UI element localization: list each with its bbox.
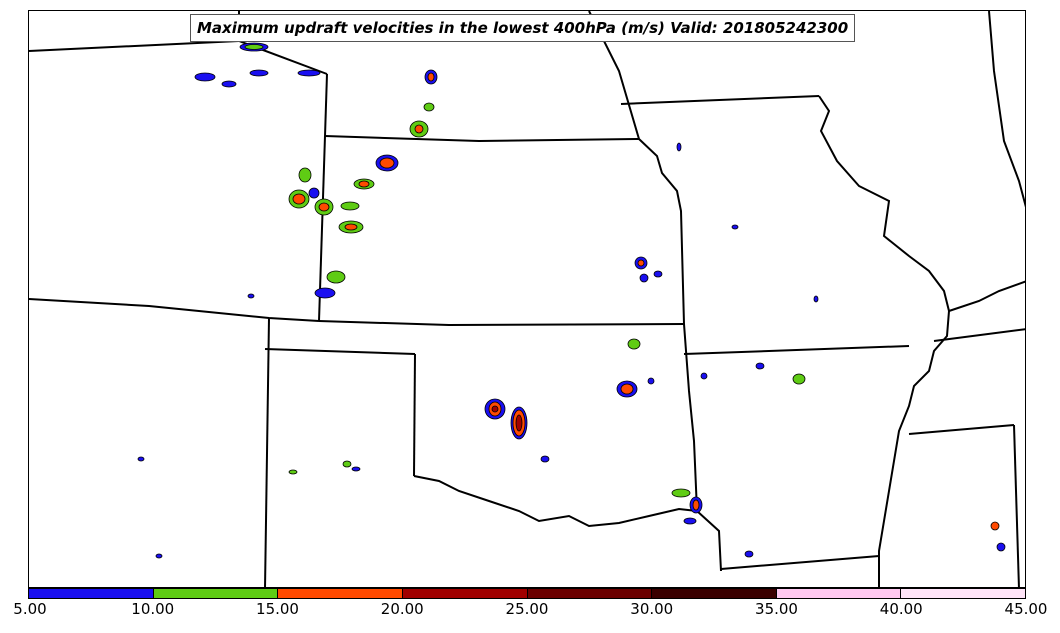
cell <box>692 499 700 511</box>
cell <box>344 223 358 231</box>
border-ks-mo <box>638 138 685 325</box>
cell <box>292 193 306 205</box>
map-title: Maximum updraft velocities in the lowest… <box>190 14 856 42</box>
cell <box>627 338 641 350</box>
border-tn-ms <box>908 424 1015 435</box>
cell <box>647 377 655 385</box>
cell <box>491 405 499 413</box>
border-red-river <box>413 475 698 528</box>
cell <box>700 372 708 380</box>
map-panel <box>28 10 1026 588</box>
border-ok-ar <box>683 323 698 512</box>
cell <box>813 295 819 303</box>
cell <box>653 270 663 278</box>
cell <box>247 293 255 299</box>
cell <box>221 80 237 88</box>
cell <box>427 72 435 82</box>
cell <box>155 553 163 559</box>
border-ks-ok <box>318 320 685 327</box>
cell <box>298 167 312 183</box>
cell <box>308 187 320 199</box>
cell <box>792 373 806 385</box>
colorbar-segment <box>29 589 154 598</box>
colorbar-segment <box>278 589 403 598</box>
cell <box>249 69 269 77</box>
updraft-cells <box>137 42 1006 559</box>
cell <box>423 102 435 112</box>
map-canvas <box>29 11 1025 587</box>
cell <box>639 273 649 283</box>
border-ar-la <box>720 555 880 570</box>
cell <box>414 124 424 134</box>
cell <box>137 456 145 462</box>
colorbar-segment <box>652 589 777 598</box>
colorbar-segment <box>153 589 279 598</box>
border-mo-ar <box>683 345 910 355</box>
cell <box>326 270 346 284</box>
cell <box>351 466 361 472</box>
cell <box>314 287 336 299</box>
cell <box>358 180 370 188</box>
cell <box>194 72 216 82</box>
border-co-nm <box>29 298 320 322</box>
colorbar-segment <box>901 589 1025 598</box>
cell <box>744 550 754 558</box>
border-ar-tx <box>696 510 722 572</box>
state-borders <box>29 11 1025 587</box>
colorbar-tick-label: 20.00 <box>380 600 424 618</box>
colorbar-tick-label: 45.00 <box>1004 600 1048 618</box>
cell <box>515 414 523 432</box>
colorbar-tick-label: 5.00 <box>13 600 47 618</box>
colorbar-segment <box>527 589 653 598</box>
border-ia-mo <box>620 95 820 105</box>
cell <box>244 44 264 50</box>
border-tx-ok-west <box>413 353 416 477</box>
cell <box>340 201 360 211</box>
border-co-ne-east <box>324 73 328 137</box>
cell <box>318 202 330 212</box>
border-nm-tx <box>264 348 416 355</box>
border-il-in <box>988 11 1025 208</box>
cell <box>620 383 634 395</box>
border-il-mo-south <box>948 280 1025 312</box>
colorbar-tick-label: 15.00 <box>256 600 299 618</box>
colorbar-tick-label: 25.00 <box>505 600 549 618</box>
border-ms-al <box>1013 424 1020 587</box>
colorbar-segment <box>776 589 902 598</box>
cell <box>540 455 550 463</box>
border-mississippi <box>818 95 951 587</box>
cell <box>755 362 765 370</box>
colorbar-segment <box>402 589 528 598</box>
cell <box>731 224 739 230</box>
cell <box>683 517 697 525</box>
border-wy-co <box>29 40 240 52</box>
colorbar-tick-label: 35.00 <box>755 600 798 618</box>
cell <box>342 460 352 468</box>
cell <box>676 142 682 152</box>
colorbar-tick-label: 30.00 <box>630 600 674 618</box>
cell <box>637 259 645 267</box>
cell <box>671 488 691 498</box>
cell <box>379 157 395 169</box>
cell <box>996 542 1006 552</box>
colorbar-tick-label: 10.00 <box>131 600 175 618</box>
border-ky-tn <box>933 328 1025 342</box>
colorbar <box>28 588 1026 599</box>
cell <box>288 469 298 475</box>
border-ok-panhandle <box>264 317 270 587</box>
cell <box>990 521 1000 531</box>
cell <box>297 69 321 77</box>
border-ne-ks <box>324 135 640 143</box>
colorbar-tick-label: 40.00 <box>879 600 923 618</box>
